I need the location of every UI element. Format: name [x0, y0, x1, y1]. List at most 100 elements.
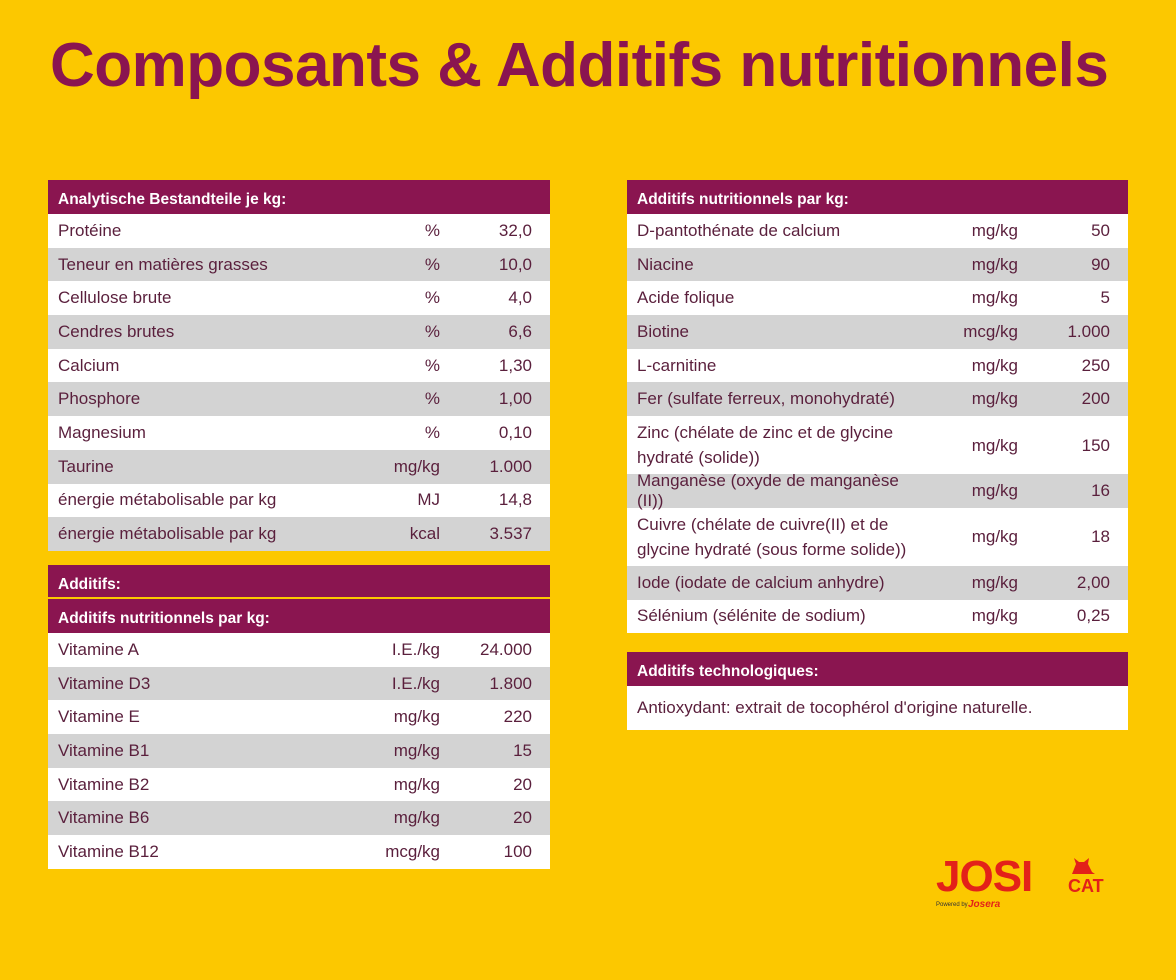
- table-row: Magnesium% 0,10: [48, 416, 550, 450]
- technological-panel: Additifs technologiques: Antioxydant: ex…: [627, 652, 1128, 730]
- row-name: Niacine: [637, 254, 694, 274]
- table-row: Vitamine A I.E./kg 24.000: [48, 633, 550, 667]
- row-name: D-pantothénate de calcium: [637, 220, 841, 240]
- cat-icon: [1072, 858, 1095, 874]
- table-row: Niacine mg/kg 90: [627, 247, 1128, 282]
- row-unit: I.E./kg: [391, 639, 440, 659]
- row-value: 2,00: [1076, 572, 1110, 592]
- row-unit: mg/kg: [971, 288, 1018, 308]
- row-unit: %: [424, 321, 440, 341]
- row-value: 3.537: [489, 524, 532, 544]
- technological-text: Antioxydant: extrait de tocophérol d'ori…: [627, 686, 1128, 730]
- row-unit: mg/kg: [971, 480, 1018, 500]
- row-name: énergie métabolisable par kg: [58, 524, 277, 544]
- row-value: 100: [503, 841, 532, 861]
- row-value: 10,0: [498, 254, 532, 274]
- row-name: Vitamine A: [58, 639, 139, 659]
- row-name: Cuivre (chélate de cuivre(II) et de glyc…: [637, 514, 907, 559]
- logo-sub: CAT: [1068, 876, 1104, 896]
- row-name: Vitamine E: [58, 707, 140, 727]
- row-value: 18: [1091, 527, 1110, 547]
- table-row: Vitamine B2 mg/kg 20: [48, 767, 550, 802]
- row-name: Magnesium: [58, 422, 146, 442]
- row-value: 1.000: [489, 456, 532, 476]
- table-row: Fer (sulfate ferreux, monohydraté) mg/kg 2…: [627, 382, 1128, 417]
- row-value: 90: [1091, 254, 1110, 274]
- table-row: Cendres brutes% 6,6: [48, 315, 550, 349]
- row-value: 150: [1081, 435, 1110, 455]
- row-unit: mg/kg: [393, 456, 440, 476]
- row-value: 220: [503, 707, 532, 727]
- row-value: 200: [1081, 389, 1110, 409]
- row-unit: %: [424, 422, 440, 442]
- row-name: Fer (sulfate ferreux, monohydraté): [637, 389, 895, 409]
- row-name: L-carnitine: [637, 355, 717, 375]
- row-name: Acide folique: [637, 288, 735, 308]
- row-name: Teneur en matières grasses: [58, 254, 268, 274]
- logo-maker: Josera: [968, 899, 1001, 910]
- table-row: Vitamine B6 mg/kg 20: [48, 801, 550, 836]
- row-name: Manganèse (oxyde de manganèse (II)): [637, 470, 899, 510]
- additives-subheader: Additifs nutritionnels par kg:: [48, 599, 550, 633]
- row-value: 1.000: [1067, 321, 1110, 341]
- row-unit: mg/kg: [393, 740, 440, 760]
- row-name: Cellulose brute: [58, 288, 172, 308]
- row-unit: mg/kg: [393, 774, 440, 794]
- additives-panel: Additifs: Additifs nutritionnels par kg:…: [48, 565, 550, 869]
- row-name: Sélénium (sélénite de sodium): [637, 606, 866, 626]
- row-name: Zinc (chélate de zinc et de glycine hydr…: [637, 423, 894, 468]
- table-row: Iode (iodate de calcium anhydre) mg/kg 2,0…: [627, 565, 1128, 600]
- row-unit: kcal: [409, 524, 440, 544]
- table-row: Zinc (chélate de zinc et de glycine hydr…: [627, 416, 1128, 475]
- row-value: 15: [513, 740, 532, 760]
- row-value: 32,0: [498, 220, 532, 240]
- table-row: L-carnitine mg/kg 250: [627, 348, 1128, 383]
- row-value: 16: [1091, 480, 1110, 500]
- row-unit: mcg/kg: [385, 841, 440, 861]
- row-name: Vitamine B1: [58, 740, 150, 760]
- logo-brand: JOSI: [936, 852, 1033, 901]
- row-name: Vitamine D3: [58, 673, 151, 693]
- row-name: Vitamine B6: [58, 808, 150, 828]
- row-unit: mg/kg: [971, 572, 1018, 592]
- row-unit: mg/kg: [971, 355, 1018, 375]
- table-row: Calcium% 1,30: [48, 348, 550, 383]
- row-value: 6,6: [508, 321, 532, 341]
- row-value: 0,25: [1076, 606, 1110, 626]
- row-unit: mg/kg: [971, 389, 1018, 409]
- analytical-header: Analytische Bestandteile je kg:: [48, 180, 550, 214]
- table-row: Vitamine E mg/kg 220: [48, 700, 550, 735]
- row-value: 0,10: [498, 422, 532, 442]
- row-value: 4,0: [508, 288, 532, 308]
- row-value: 1,00: [498, 389, 532, 409]
- table-row: énergie métabolisable par kg kcal 3.537: [48, 517, 550, 551]
- row-value: 1.800: [489, 673, 532, 693]
- logo-powered: Powered by: [936, 902, 968, 908]
- row-unit: MJ: [417, 490, 440, 510]
- row-unit: %: [424, 254, 440, 274]
- additives-header: Additifs:: [48, 565, 550, 599]
- table-row: Vitamine B12 mcg/kg 100: [48, 835, 550, 869]
- row-unit: mcg/kg: [963, 321, 1018, 341]
- row-name: Taurine: [58, 456, 114, 476]
- nutritional-panel: Additifs nutritionnels par kg: D-pantoth…: [627, 180, 1128, 634]
- table-row: énergie métabolisable par kg MJ 14,8: [48, 483, 550, 518]
- row-unit: mg/kg: [971, 254, 1018, 274]
- row-unit: mg/kg: [971, 220, 1018, 240]
- row-value: 24.000: [480, 639, 532, 659]
- row-name: Cendres brutes: [58, 321, 175, 341]
- table-row: Biotine mcg/kg 1.000: [627, 315, 1128, 349]
- row-unit: I.E./kg: [391, 673, 440, 693]
- row-name: Phosphore: [58, 389, 141, 409]
- row-value: 20: [513, 774, 532, 794]
- nutritional-header: Additifs nutritionnels par kg:: [627, 180, 1128, 214]
- row-unit: %: [424, 220, 440, 240]
- row-name: Protéine: [58, 220, 122, 240]
- row-name: Vitamine B12: [58, 841, 159, 861]
- row-value: 20: [513, 808, 532, 828]
- josi-cat-logo: JOSI CAT Powered by Josera: [936, 852, 1116, 922]
- table-row: Sélénium (sélénite de sodium) mg/kg 0,25: [627, 599, 1128, 634]
- row-unit: %: [424, 355, 440, 375]
- row-name: Biotine: [637, 321, 689, 341]
- row-unit: mg/kg: [393, 707, 440, 727]
